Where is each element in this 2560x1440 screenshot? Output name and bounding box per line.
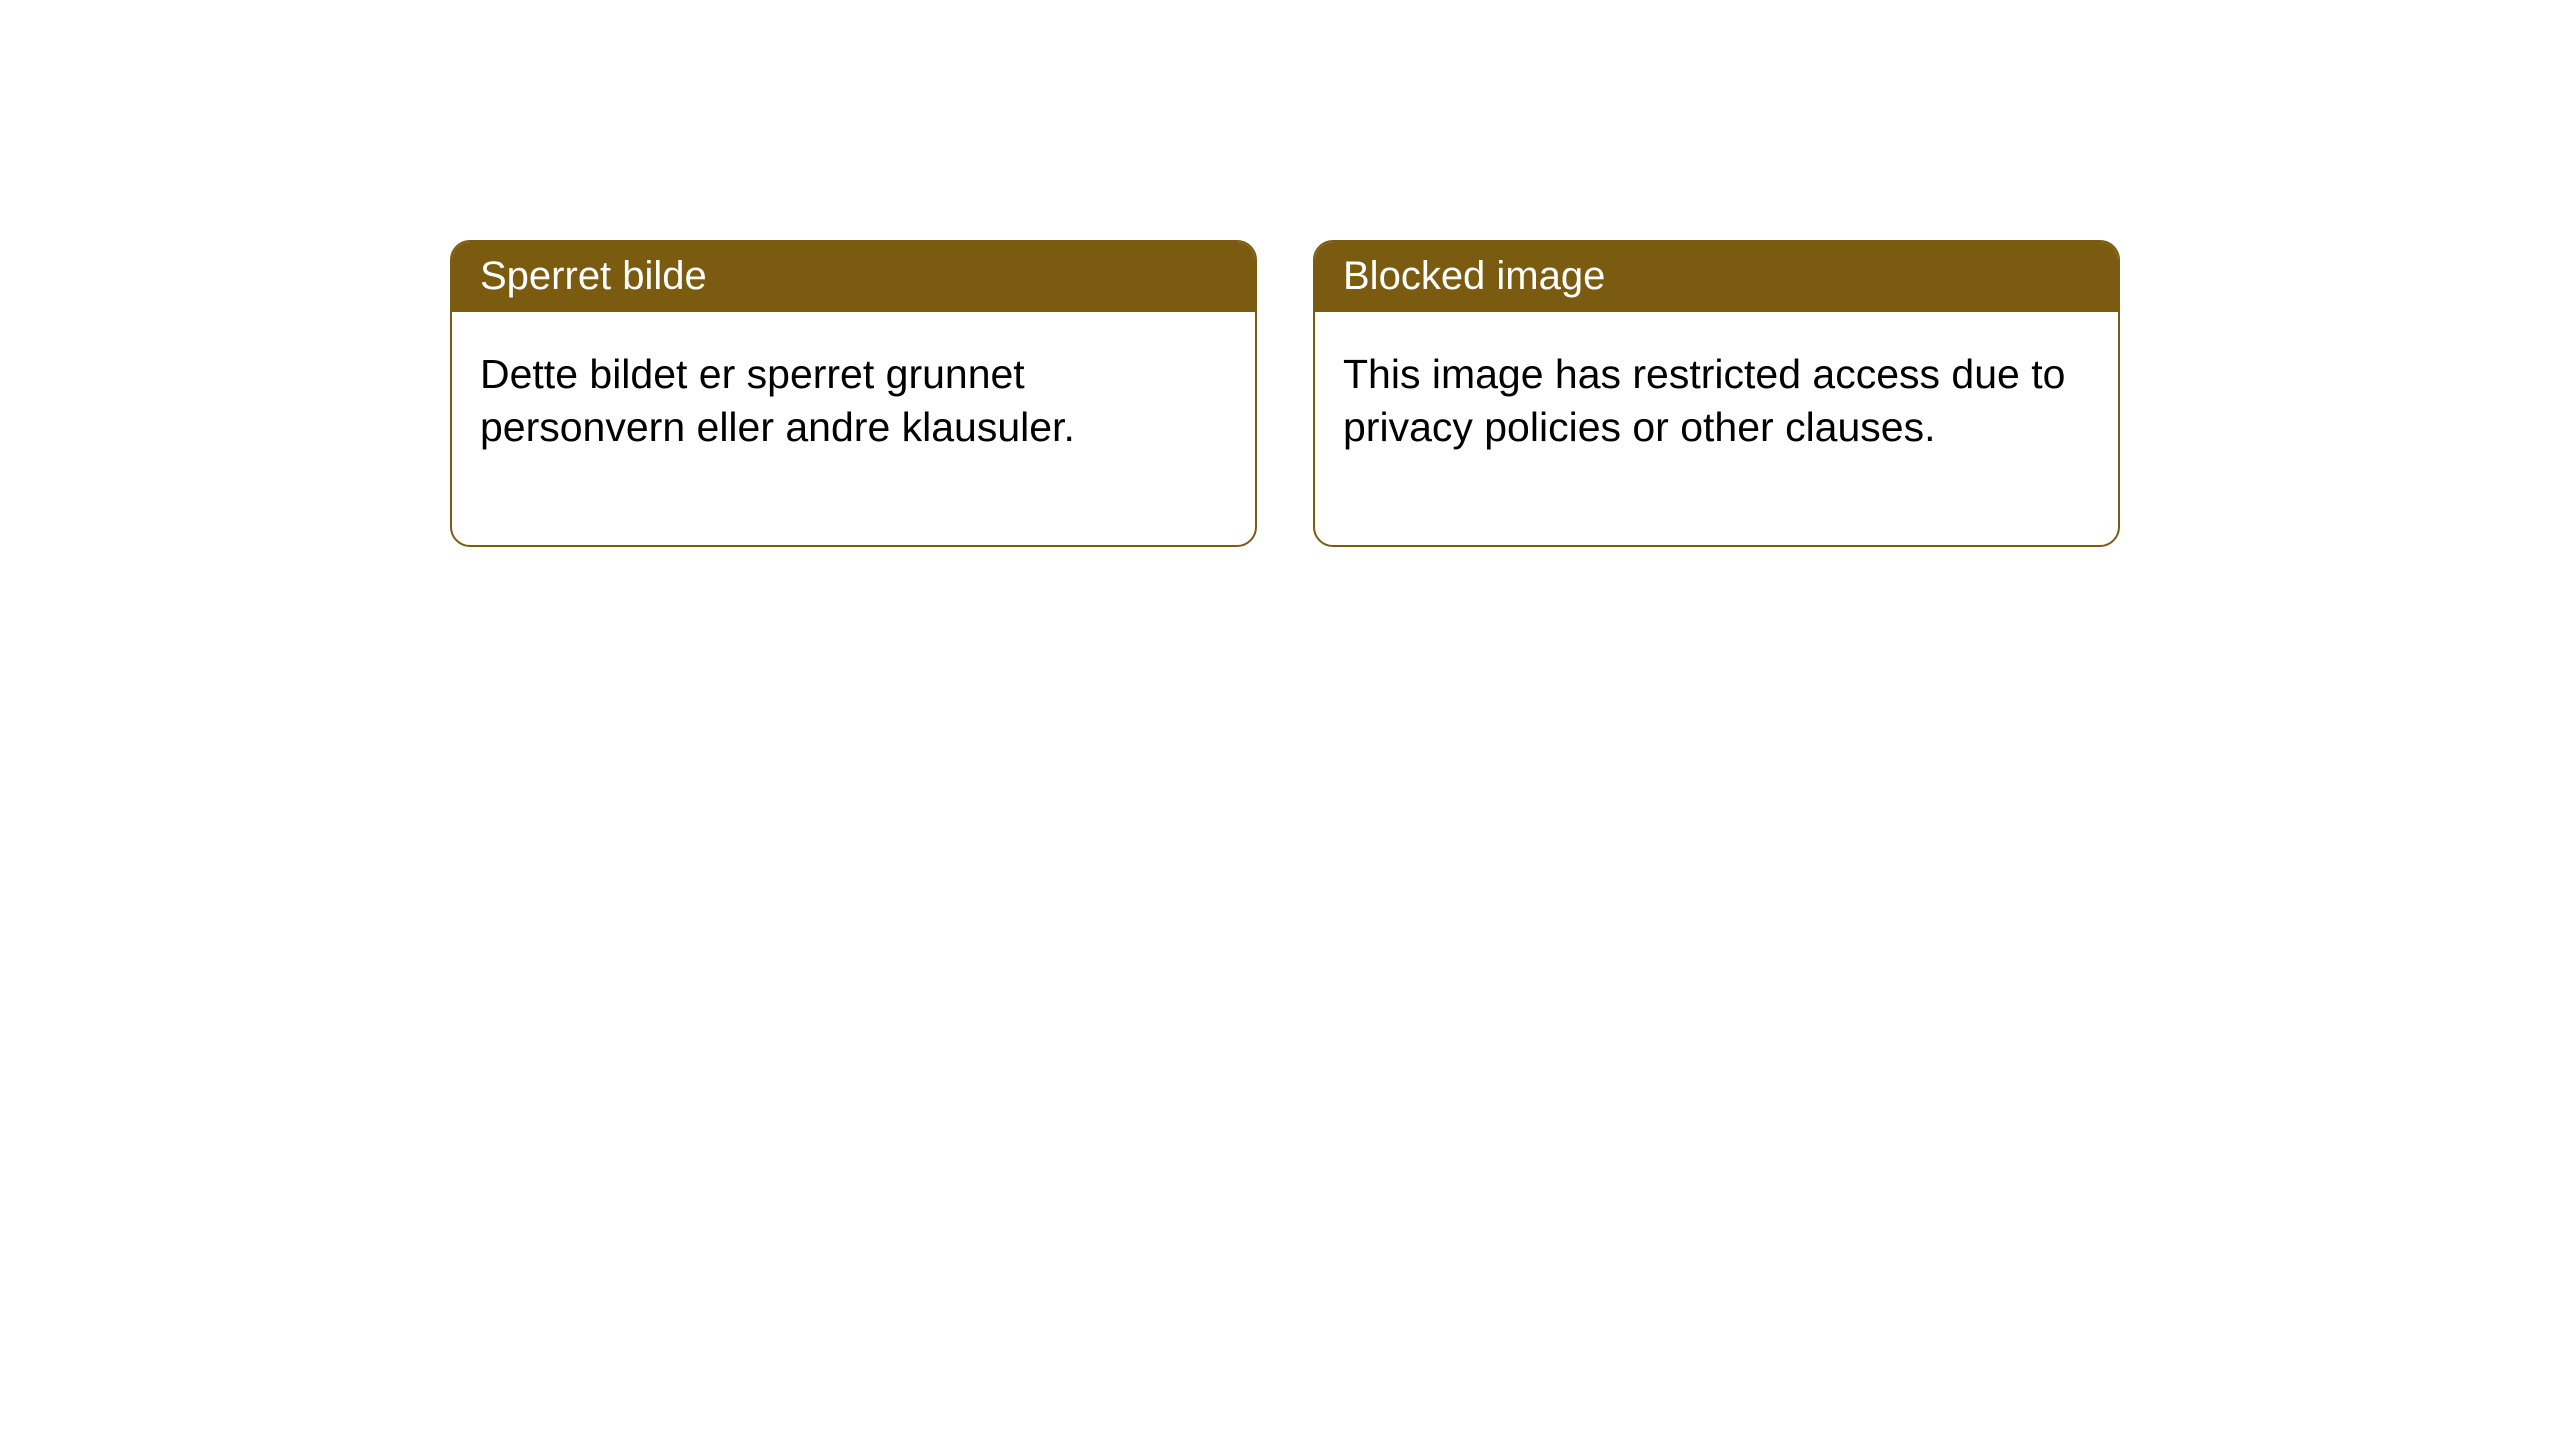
panel-title: Sperret bilde [452,242,1255,312]
notice-panel-no: Sperret bilde Dette bildet er sperret gr… [450,240,1257,547]
panel-body-text: This image has restricted access due to … [1315,312,2118,545]
panel-title: Blocked image [1315,242,2118,312]
notice-panel-en: Blocked image This image has restricted … [1313,240,2120,547]
panel-body-text: Dette bildet er sperret grunnet personve… [452,312,1255,545]
notice-container: Sperret bilde Dette bildet er sperret gr… [450,240,2120,547]
